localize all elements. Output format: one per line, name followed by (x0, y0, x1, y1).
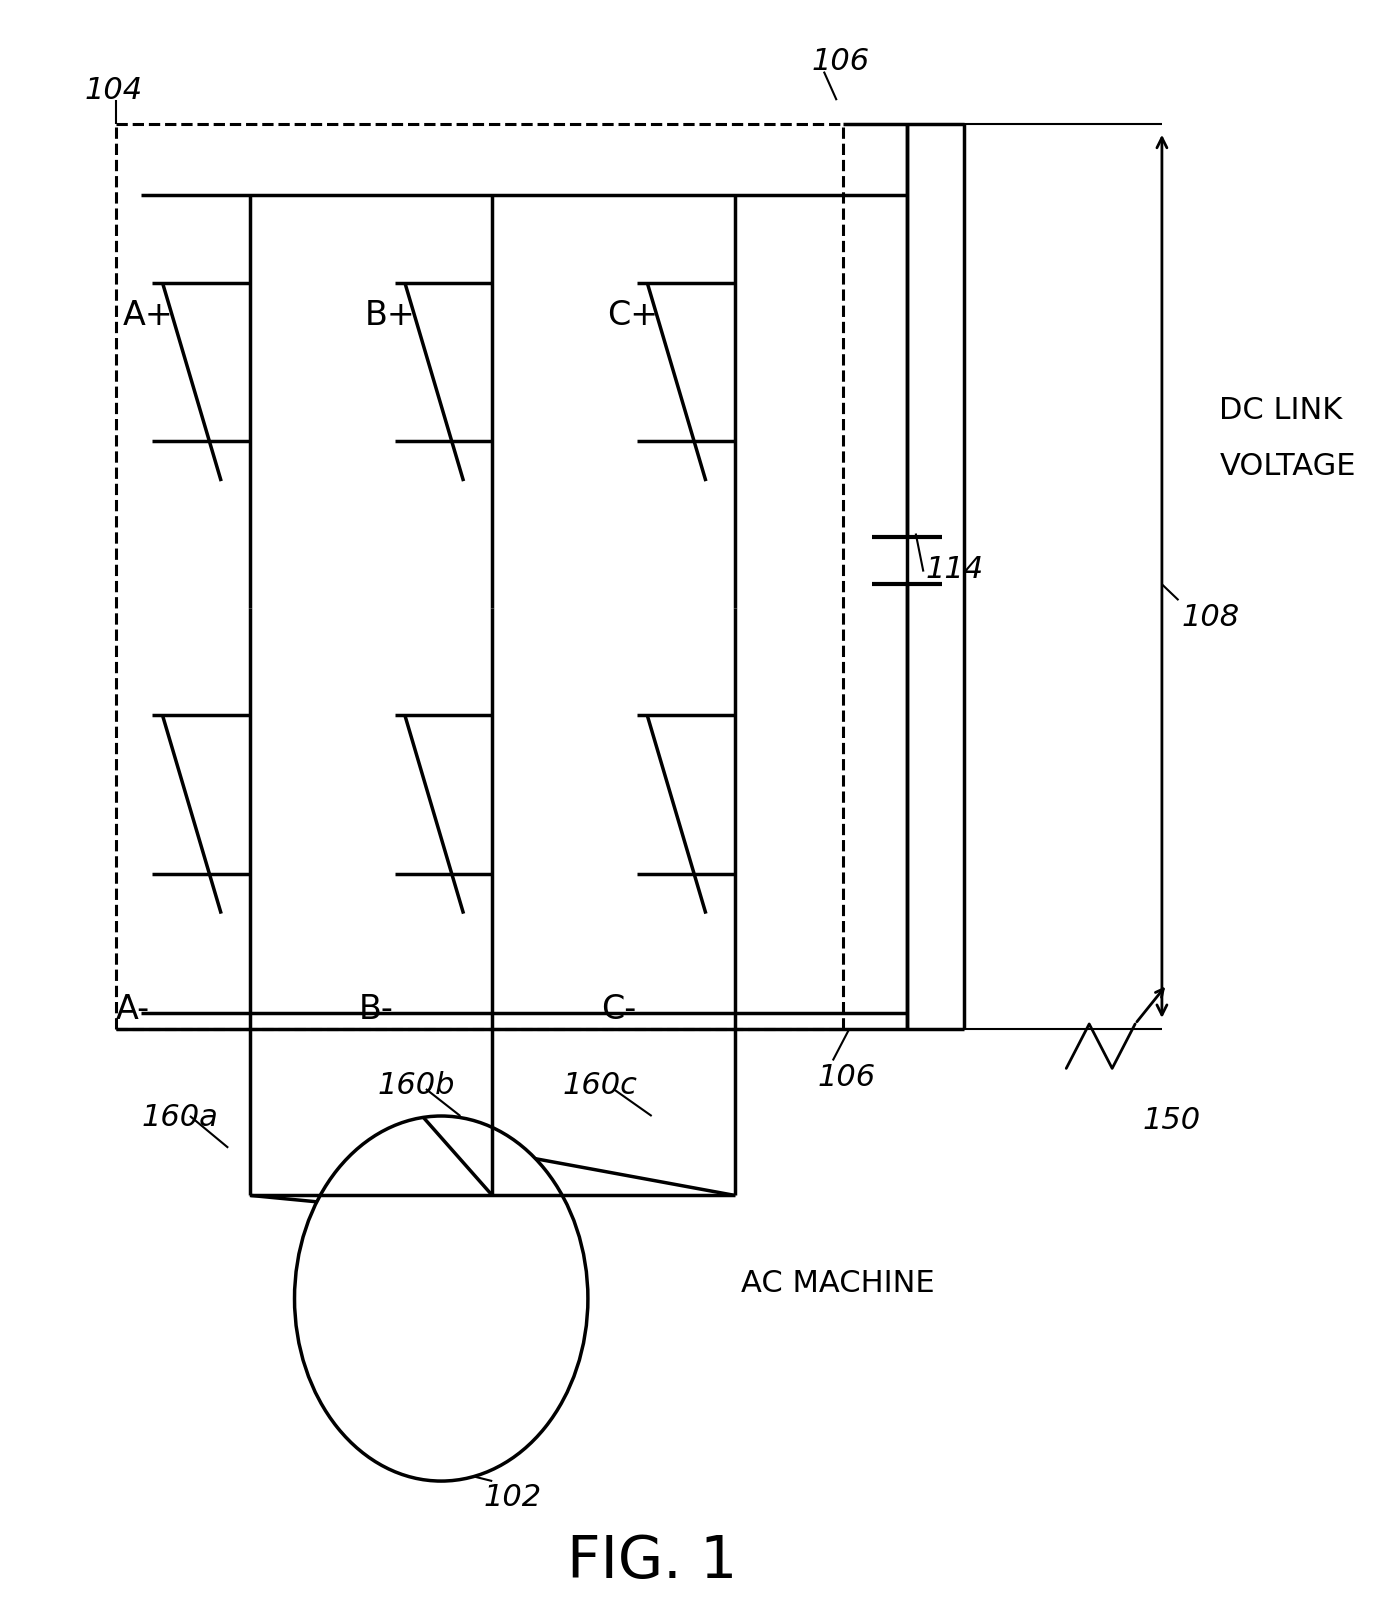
Text: B+: B+ (365, 299, 416, 332)
Text: 106: 106 (818, 1062, 876, 1091)
Text: 160a: 160a (141, 1102, 218, 1131)
Text: 102: 102 (483, 1483, 541, 1511)
Text: C-: C- (601, 993, 635, 1025)
Text: 160c: 160c (562, 1070, 637, 1099)
Text: DC LINK: DC LINK (1219, 395, 1342, 424)
Text: 106: 106 (811, 47, 869, 76)
Text: VOLTAGE: VOLTAGE (1219, 452, 1356, 481)
Text: A-: A- (116, 993, 151, 1025)
Text: C+: C+ (608, 299, 659, 332)
Text: AC MACHINE: AC MACHINE (742, 1269, 935, 1298)
Text: 108: 108 (1181, 602, 1239, 631)
Text: 150: 150 (1143, 1106, 1201, 1135)
Text: A+: A+ (123, 299, 173, 332)
Text: B-: B- (358, 993, 394, 1025)
Text: 160b: 160b (377, 1070, 454, 1099)
Text: 114: 114 (925, 555, 985, 584)
Text: 104: 104 (84, 76, 142, 105)
Text: FIG. 1: FIG. 1 (566, 1532, 737, 1588)
